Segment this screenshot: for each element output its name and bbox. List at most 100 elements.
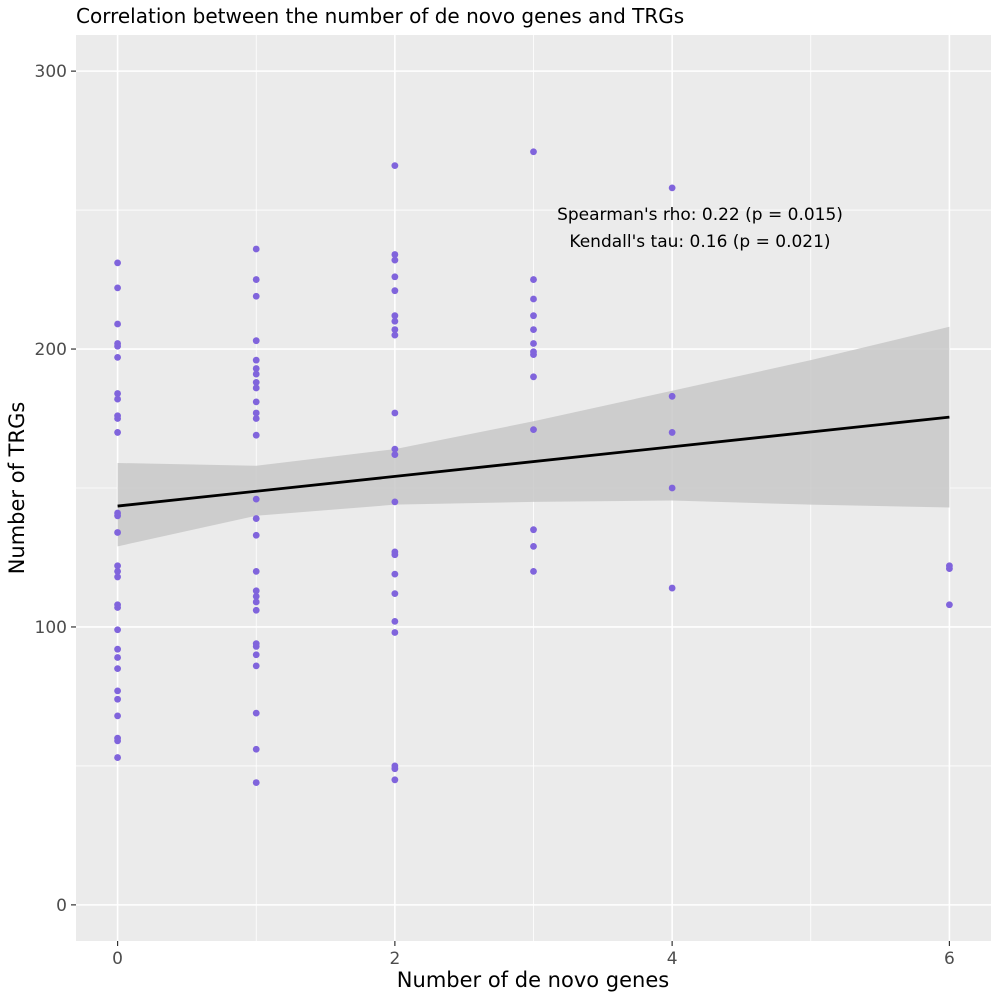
data-point: [391, 409, 399, 417]
data-point: [668, 184, 676, 192]
regression-line: [117, 415, 950, 508]
data-point: [530, 426, 537, 434]
data-point: [252, 515, 260, 522]
data-point: [668, 392, 676, 400]
data-point: [252, 365, 260, 372]
data-point: [114, 429, 121, 436]
data-point: [391, 570, 399, 578]
data-point: [252, 662, 260, 670]
data-point: [252, 651, 260, 659]
data-point: [391, 776, 399, 784]
data-points: [114, 148, 953, 786]
data-point: [252, 709, 260, 717]
data-point: [114, 512, 121, 520]
data-point: [114, 529, 121, 536]
x-tick-label: 0: [112, 949, 123, 969]
data-point: [252, 370, 260, 378]
confidence-band-layer: [117, 326, 950, 547]
x-tick-label: 4: [667, 949, 678, 969]
data-point: [252, 415, 260, 422]
data-point: [391, 162, 399, 170]
data-point: [391, 312, 399, 320]
data-point: [391, 256, 399, 264]
data-point: [530, 351, 537, 359]
data-point: [252, 409, 260, 417]
data-point: [114, 737, 121, 745]
data-point: [252, 643, 260, 650]
data-point: [252, 592, 260, 600]
x-axis-ticks: 0 2 4 6: [112, 941, 955, 969]
data-point: [252, 431, 260, 439]
data-point: [391, 273, 399, 281]
data-point: [114, 284, 121, 292]
data-point: [391, 251, 399, 258]
data-point: [530, 295, 537, 303]
y-tick-label: 200: [35, 340, 67, 360]
data-point: [114, 654, 121, 661]
data-point: [391, 629, 399, 636]
data-point: [946, 601, 953, 609]
fit-line-layer: [117, 415, 950, 508]
data-point: [114, 390, 121, 397]
data-point: [114, 573, 121, 581]
x-tick-label: 6: [944, 949, 955, 969]
data-point: [252, 337, 260, 345]
data-point: [114, 395, 121, 403]
data-point: [114, 259, 121, 267]
data-point: [391, 287, 399, 295]
data-point: [252, 378, 260, 386]
data-point: [114, 342, 121, 350]
data-point: [252, 292, 260, 300]
data-point: [391, 317, 399, 325]
data-point: [114, 695, 121, 703]
data-point: [391, 590, 399, 598]
data-point: [114, 320, 121, 328]
data-point: [668, 429, 676, 436]
data-point: [946, 565, 953, 572]
data-point: [114, 712, 121, 720]
confidence-band: [117, 326, 950, 547]
data-point: [114, 645, 121, 653]
y-tick-label: 0: [56, 896, 67, 916]
data-point: [391, 331, 399, 339]
data-point: [114, 665, 121, 673]
spearman-annotation: Spearman's rho: 0.22 (p = 0.015): [557, 205, 843, 225]
data-point: [391, 498, 399, 506]
data-point: [114, 562, 121, 570]
data-point: [530, 526, 537, 534]
data-point: [114, 754, 121, 761]
data-point: [391, 451, 399, 459]
data-point: [252, 495, 260, 503]
data-point: [252, 356, 260, 364]
data-point: [530, 567, 537, 575]
data-point: [530, 373, 537, 381]
data-point: [252, 531, 260, 539]
data-point: [252, 587, 260, 595]
data-point: [252, 245, 260, 253]
data-point: [252, 384, 260, 392]
x-tick-label: 2: [389, 949, 400, 969]
data-point: [252, 567, 260, 575]
data-point: [114, 604, 121, 611]
data-point: [114, 687, 121, 695]
data-point: [252, 398, 260, 406]
data-point: [391, 617, 399, 625]
data-point: [252, 779, 260, 786]
data-point: [252, 276, 260, 283]
data-point: [114, 626, 121, 634]
data-point: [252, 745, 260, 753]
kendall-annotation: Kendall's tau: 0.16 (p = 0.021): [569, 232, 830, 252]
x-axis-title: Number of de novo genes: [397, 968, 669, 992]
data-point: [668, 584, 676, 592]
data-point: [114, 353, 121, 361]
data-point: [391, 551, 399, 559]
data-point: [114, 567, 121, 575]
data-point: [252, 598, 260, 606]
data-point: [391, 445, 399, 453]
y-axis-title: Number of TRGs: [5, 402, 29, 575]
data-point: [530, 276, 537, 283]
data-point: [530, 148, 537, 156]
data-point: [530, 340, 537, 347]
y-tick-label: 100: [35, 618, 67, 638]
